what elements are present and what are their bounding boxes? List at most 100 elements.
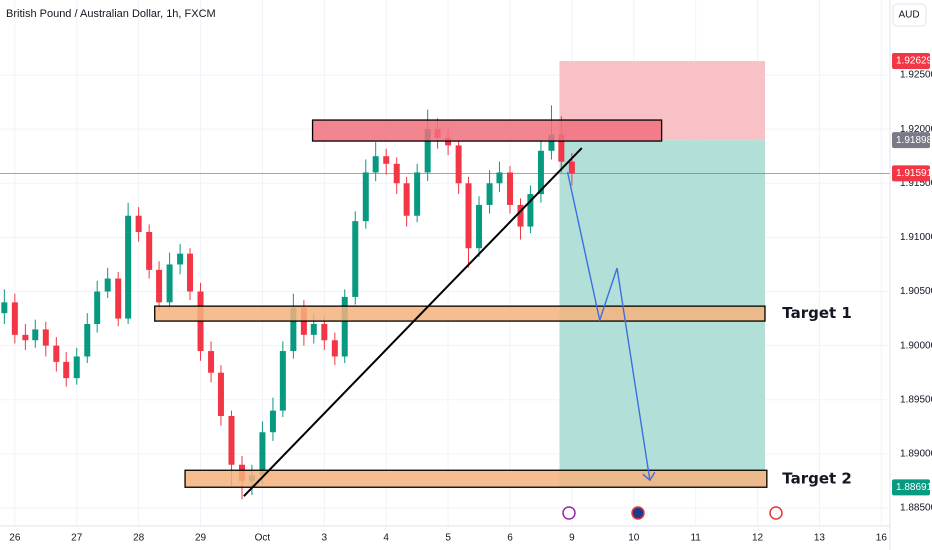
y-tick-label: 1.90000: [900, 340, 932, 351]
y-tick-label: 1.88500: [900, 503, 932, 514]
y-tick-label: 1.89500: [900, 394, 932, 405]
level-box: [184, 469, 768, 488]
event-icon[interactable]: [631, 506, 645, 520]
y-tick-label: 1.89000: [900, 449, 932, 460]
x-tick-label: 9: [569, 533, 575, 544]
price-label: 1.91591: [896, 168, 932, 179]
candle-body: [84, 323, 91, 357]
candle-body: [465, 183, 472, 249]
candle-body: [393, 163, 400, 184]
candle-body: [517, 204, 524, 227]
candle-body: [187, 253, 194, 292]
candle-body: [217, 372, 224, 417]
x-tick-label: 4: [383, 533, 389, 544]
candle-body: [177, 253, 184, 265]
candle-body: [527, 194, 534, 227]
projection-arrowhead: [642, 471, 656, 482]
candle-body: [424, 129, 431, 173]
candle-body: [146, 231, 153, 270]
x-tick-label: 6: [507, 533, 513, 544]
y-tick-label: 1.92000: [900, 124, 932, 135]
currency-label[interactable]: AUD: [898, 10, 919, 21]
price-label-bg: [892, 479, 930, 496]
price-label-bg: [892, 132, 930, 149]
candle-body: [331, 340, 338, 357]
price-label-bg: [892, 165, 930, 182]
candle-body: [362, 172, 369, 222]
x-tick-label: Oct: [255, 533, 271, 544]
candle-body: [321, 323, 328, 341]
x-tick-label: 5: [445, 533, 451, 544]
y-tick-label: 1.91000: [900, 232, 932, 243]
x-tick-label: 26: [9, 533, 21, 544]
candle-body: [11, 302, 18, 335]
y-tick-label: 1.91500: [900, 178, 932, 189]
chart-title: British Pound / Australian Dollar, 1h, F…: [6, 8, 216, 20]
x-tick-label: 28: [133, 533, 145, 544]
candle-body: [372, 156, 379, 173]
candle-body: [32, 329, 39, 341]
candle-body: [496, 172, 503, 184]
candle-body: [42, 329, 49, 346]
candle-body: [383, 156, 390, 164]
y-tick-label: 1.90500: [900, 286, 932, 297]
candle-body: [166, 264, 173, 303]
price-label: 1.91898: [896, 135, 932, 146]
candle-body: [94, 291, 101, 324]
candle-body: [548, 134, 555, 151]
x-tick-label: 3: [322, 533, 328, 544]
candle-body: [115, 278, 122, 319]
candle-body: [125, 215, 132, 319]
x-tick-label: 27: [71, 533, 83, 544]
price-label-bg: [892, 53, 930, 70]
candle-body: [290, 307, 297, 352]
y-tick-label: 1.92500: [900, 70, 932, 81]
candle-body: [414, 172, 421, 216]
candle-body: [506, 172, 513, 205]
event-icon[interactable]: [562, 506, 576, 520]
candle-body: [228, 416, 235, 465]
candle-body: [259, 432, 266, 476]
candle-body: [104, 278, 111, 292]
candle-body: [208, 351, 215, 373]
candle-body: [352, 221, 359, 297]
candle-body: [135, 215, 142, 232]
candle-body: [403, 183, 410, 216]
candle-body: [156, 269, 163, 303]
x-tick-label: 10: [628, 533, 640, 544]
x-tick-label: 16: [876, 533, 888, 544]
candle-body: [455, 145, 462, 184]
level-box: [311, 119, 663, 142]
candle-body: [568, 161, 575, 174]
x-tick-label: 12: [752, 533, 764, 544]
candle-body: [341, 296, 348, 357]
x-tick-label: 11: [690, 533, 701, 544]
target-label: Target 1: [782, 304, 852, 322]
price-label: 1.88691: [896, 482, 932, 493]
candle-body: [310, 323, 317, 335]
event-icons: [562, 506, 783, 520]
trendline: [243, 147, 583, 497]
candle-body: [1, 302, 8, 314]
price-label: 1.92629: [896, 56, 932, 67]
currency-button[interactable]: [892, 3, 927, 27]
event-icon[interactable]: [769, 506, 783, 520]
projection-path: [566, 171, 651, 481]
candle-body: [279, 351, 286, 411]
plot-area: Target 1 Target 2: [0, 61, 890, 500]
candle-body: [476, 204, 483, 249]
candle-body: [53, 345, 60, 362]
candle-body: [63, 361, 70, 379]
candle-body: [537, 150, 544, 195]
candle-body: [558, 134, 565, 162]
axes: 1.88500 1.89000 1.89500 1.90000 1.90500 1.910…: [9, 53, 932, 544]
x-tick-label: 29: [195, 533, 207, 544]
x-tick-label: 13: [814, 533, 826, 544]
candle-body: [22, 334, 29, 341]
level-box: [154, 305, 766, 322]
target-label: Target 2: [782, 469, 852, 487]
candle-body: [269, 410, 276, 433]
candle-body: [486, 183, 493, 205]
